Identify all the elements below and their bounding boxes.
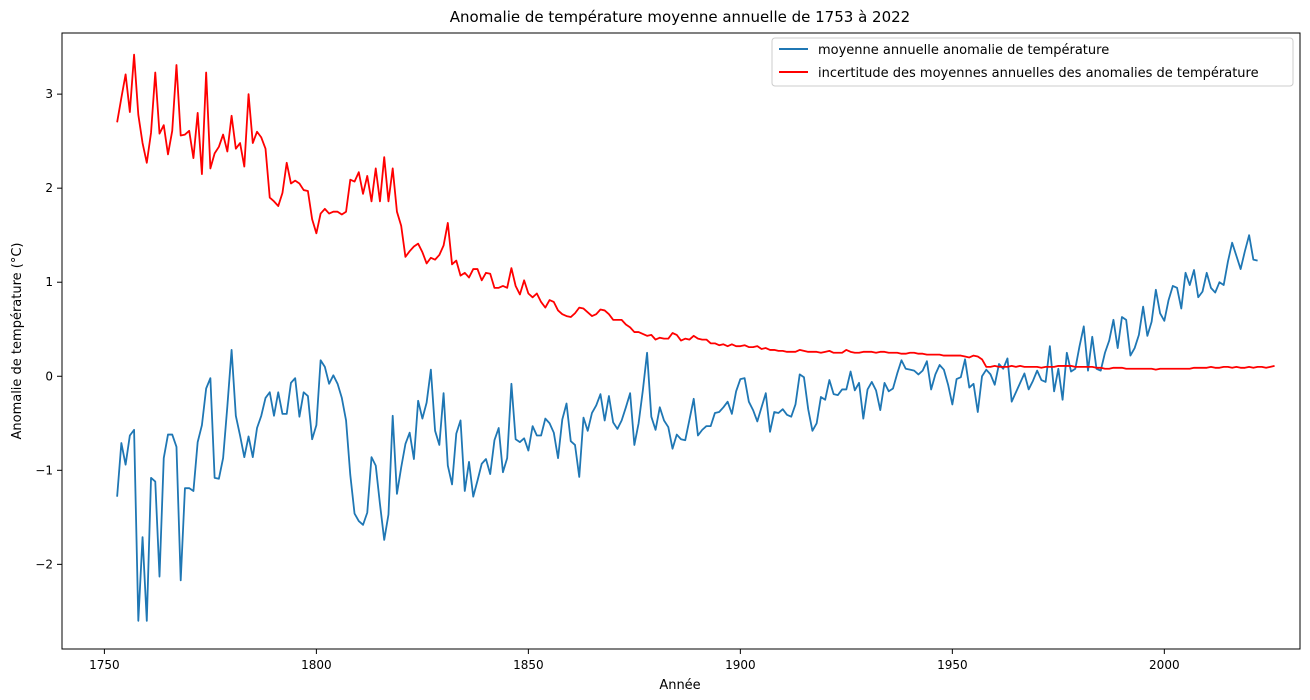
x-tick-label: 1950 bbox=[937, 658, 968, 672]
y-tick-label: 0 bbox=[45, 369, 53, 383]
x-tick-label: 1800 bbox=[301, 658, 332, 672]
x-tick-label: 1750 bbox=[89, 658, 120, 672]
legend: moyenne annuelle anomalie de température… bbox=[771, 37, 1294, 87]
y-axis-ticks: −2 −1 0 1 2 3 bbox=[35, 87, 62, 571]
x-axis-label: Année bbox=[659, 678, 700, 693]
legend-box bbox=[771, 37, 1294, 87]
chart-title: Anomalie de température moyenne annuelle… bbox=[450, 8, 910, 26]
y-tick-label: 1 bbox=[45, 275, 53, 289]
x-axis-ticks: 1750 1800 1850 1900 1950 2000 bbox=[89, 649, 1180, 672]
y-axis-label: Anomalie de température (°C) bbox=[10, 242, 25, 439]
series-line-2 bbox=[116, 53, 1275, 371]
axes-frame bbox=[61, 32, 1301, 650]
y-tick-label: −2 bbox=[35, 557, 53, 571]
series-line-1 bbox=[116, 234, 1258, 622]
x-tick-label: 1850 bbox=[513, 658, 544, 672]
x-tick-label: 2000 bbox=[1149, 658, 1180, 672]
y-tick-label: 2 bbox=[45, 181, 53, 195]
series-layer bbox=[116, 53, 1275, 622]
x-tick-label: 1900 bbox=[725, 658, 756, 672]
y-tick-label: −1 bbox=[35, 463, 53, 477]
y-tick-label: 3 bbox=[45, 87, 53, 101]
legend-label-series-1: moyenne annuelle anomalie de température bbox=[818, 43, 1109, 58]
legend-label-series-2: incertitude des moyennes annuelles des a… bbox=[818, 66, 1259, 81]
plot-area: 1750 1800 1850 1900 1950 2000 −2 −1 0 1 2 3 bbox=[35, 32, 1301, 672]
